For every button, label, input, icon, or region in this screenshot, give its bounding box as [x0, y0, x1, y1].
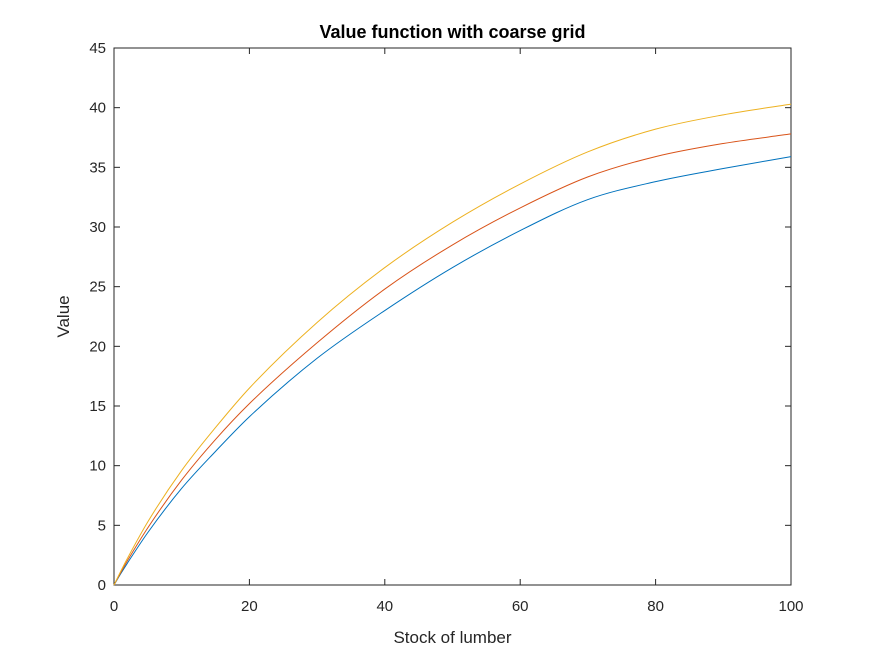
- x-tick-label: 80: [647, 598, 664, 615]
- series-layer: [113, 103, 792, 586]
- x-axis-label: Stock of lumber: [393, 628, 511, 647]
- y-tick-label: 15: [89, 398, 106, 415]
- y-tick-label: 45: [89, 40, 106, 57]
- plot-area: [113, 47, 792, 586]
- y-tick-label: 30: [89, 219, 106, 236]
- y-tick-label: 0: [98, 577, 106, 594]
- y-tick-label: 25: [89, 279, 106, 296]
- y-axis-label: Value: [54, 295, 73, 337]
- x-tick-label: 100: [778, 598, 803, 615]
- series-line-1: [113, 156, 792, 586]
- x-tick-label: 0: [110, 598, 118, 615]
- axis-ticks: [113, 47, 792, 586]
- series-line-3: [113, 103, 792, 586]
- x-tick-label: 40: [376, 598, 393, 615]
- series-line-2: [113, 133, 792, 586]
- y-tick-label: 10: [89, 458, 106, 475]
- tick-labels: 0 20 40 60 80 100 0 5 10 15 20 25 30 35 40 45: [89, 40, 803, 615]
- x-tick-label: 60: [512, 598, 529, 615]
- y-tick-label: 40: [89, 100, 106, 117]
- y-tick-label: 5: [98, 517, 106, 534]
- y-tick-label: 35: [89, 159, 106, 176]
- chart-title: Value function with coarse grid: [319, 22, 585, 42]
- x-tick-label: 20: [241, 598, 258, 615]
- y-tick-label: 20: [89, 338, 106, 355]
